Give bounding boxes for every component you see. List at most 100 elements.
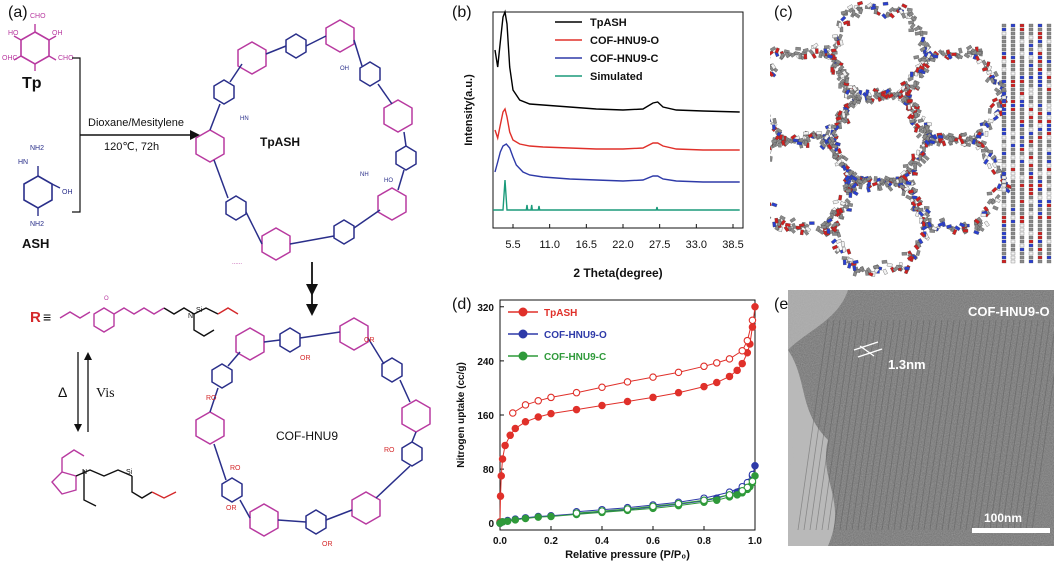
side-view-atom <box>1028 163 1034 168</box>
side-view-atom <box>1001 103 1007 108</box>
lattice-fringe <box>905 319 937 531</box>
side-view-atom <box>1019 199 1025 204</box>
side-view-atom <box>1037 23 1043 28</box>
atom-stick <box>901 251 908 256</box>
series-line-cof-hnu9-o <box>494 107 740 151</box>
side-view-atom <box>1046 123 1052 128</box>
atom-stick <box>831 244 839 250</box>
x-tick-label: 33.0 <box>686 239 707 251</box>
atom-stick <box>922 216 929 223</box>
r-group-letter: R <box>30 309 41 326</box>
side-view-atom <box>1001 115 1007 120</box>
side-view-atom <box>1046 247 1052 252</box>
side-view-atom <box>1010 163 1016 168</box>
atom-stick <box>812 42 819 49</box>
side-view-atom <box>1046 187 1052 192</box>
side-view-atom <box>1028 183 1034 188</box>
panel-label-d: (d) <box>452 296 472 313</box>
side-view-atom <box>1001 67 1007 72</box>
cof-hnu9-c-desorption-point <box>748 477 757 486</box>
side-view-atom <box>1037 139 1043 144</box>
side-view-atom <box>1019 23 1025 28</box>
tpash-framework: TpASH HN NH OH HO ...... <box>195 19 417 266</box>
side-view-atom <box>1028 103 1034 108</box>
lattice-fringe <box>845 319 877 531</box>
atom-stick <box>906 7 913 12</box>
side-view-atom <box>1028 195 1034 200</box>
side-view-atom <box>1028 223 1034 228</box>
side-view-atom <box>1010 191 1016 196</box>
atom-stick <box>842 183 849 189</box>
atom-stick <box>884 175 891 181</box>
tpash-desorption-point <box>598 383 606 392</box>
atom-stick <box>849 102 856 109</box>
side-view-atom <box>1037 87 1043 92</box>
atom-stick <box>881 13 888 20</box>
lattice-fringe <box>827 319 859 531</box>
atom-stick <box>861 178 868 185</box>
side-view-atom <box>1037 99 1043 104</box>
lattice-fringe <box>875 319 907 531</box>
conditions-temp-time: 120℃, 72h <box>104 141 159 153</box>
atom-stick <box>918 72 925 79</box>
oh-label: OH <box>52 30 63 37</box>
atom-stick <box>946 224 953 229</box>
series-line-tpash <box>494 9 740 113</box>
side-view-atom <box>1019 207 1025 212</box>
atom-stick <box>976 58 983 65</box>
side-view-atom <box>1028 127 1034 132</box>
atom-stick <box>865 95 872 100</box>
atom-stick <box>902 164 909 168</box>
side-view-atom <box>1019 211 1025 216</box>
atom-stick <box>959 222 966 228</box>
lattice-fringe <box>965 319 997 531</box>
atom-stick <box>873 176 878 182</box>
side-view-atom <box>1019 83 1025 88</box>
atom-stick <box>898 177 904 184</box>
lattice-fringe <box>917 319 949 531</box>
atom-stick <box>879 178 885 185</box>
side-view-atom <box>1028 211 1034 216</box>
tpash-desorption-point <box>738 346 746 355</box>
tem-image: 1.3nm COF-HNU9-O 100nm <box>788 290 1054 546</box>
side-view-atom <box>1010 219 1016 224</box>
cyc-n-label: N <box>82 469 87 476</box>
side-view-atom <box>1028 31 1034 36</box>
atom-stick <box>971 49 978 56</box>
side-view-atom <box>1037 247 1043 252</box>
x-tick-label: 0.6 <box>646 536 660 547</box>
side-view-atom <box>1019 175 1025 180</box>
oh-label-ring: OH <box>340 66 349 72</box>
cof-hnu9-c-adsorption-point <box>534 513 543 521</box>
side-view-atom <box>1019 151 1025 156</box>
atom-stick <box>885 11 891 18</box>
atom-stick <box>909 22 916 30</box>
side-view-atom <box>1001 155 1007 160</box>
atom-stick <box>826 143 833 151</box>
side-view-atom <box>1028 43 1034 48</box>
atom-stick <box>840 240 845 247</box>
lattice-fringe <box>959 319 991 531</box>
side-view-atom <box>1001 95 1007 100</box>
atom-stick <box>832 232 838 236</box>
side-view-atom <box>1028 135 1034 140</box>
side-view-atom <box>1037 83 1043 88</box>
atom-stick <box>984 121 990 129</box>
atom-stick <box>772 221 777 228</box>
side-view-atom <box>1019 171 1025 176</box>
atom-stick <box>815 48 819 54</box>
side-view-atom <box>1037 123 1043 128</box>
side-view-atom <box>1046 163 1052 168</box>
lattice-fringe <box>887 319 919 531</box>
side-view-atom <box>1046 63 1052 68</box>
atom-stick <box>881 259 888 264</box>
side-view-atom <box>1001 151 1007 156</box>
atom-stick <box>858 8 864 15</box>
lattice-fringe <box>935 319 967 531</box>
side-view-atom <box>1010 195 1016 200</box>
cof-hnu9-c-desorption-point <box>598 507 606 515</box>
tpash-adsorption-point <box>725 372 734 381</box>
atom-stick <box>907 159 914 166</box>
side-view-atom <box>1046 131 1052 136</box>
side-view-atom <box>1010 115 1016 120</box>
